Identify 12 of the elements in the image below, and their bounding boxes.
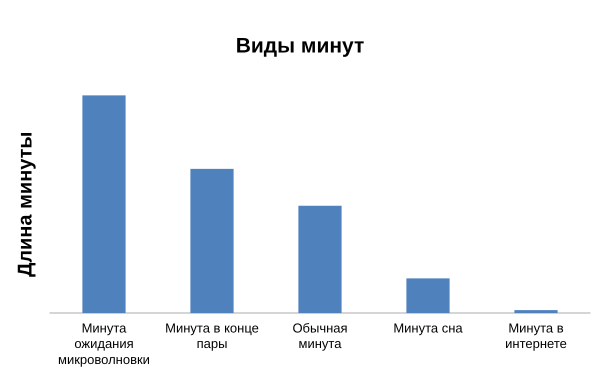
x-tick-label: Минута ожидания микроволновки	[58, 320, 150, 367]
chart-title: Виды минут	[236, 34, 364, 58]
bar	[190, 168, 234, 314]
x-tick-label: Обычная минута	[292, 320, 348, 352]
y-axis-title: Длина минуты	[14, 131, 37, 277]
x-tick-label: Минута в конце пары	[165, 320, 259, 352]
x-tick-label: Минута сна	[393, 320, 464, 336]
bar	[514, 310, 558, 314]
bar	[406, 278, 450, 314]
x-tick-label: Минута в интернете	[505, 320, 567, 352]
bar	[82, 95, 126, 314]
bar	[298, 206, 342, 314]
